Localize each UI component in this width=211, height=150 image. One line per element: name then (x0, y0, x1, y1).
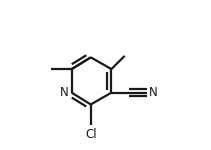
Text: N: N (60, 86, 69, 99)
Text: Cl: Cl (85, 128, 97, 141)
Text: N: N (149, 86, 158, 99)
